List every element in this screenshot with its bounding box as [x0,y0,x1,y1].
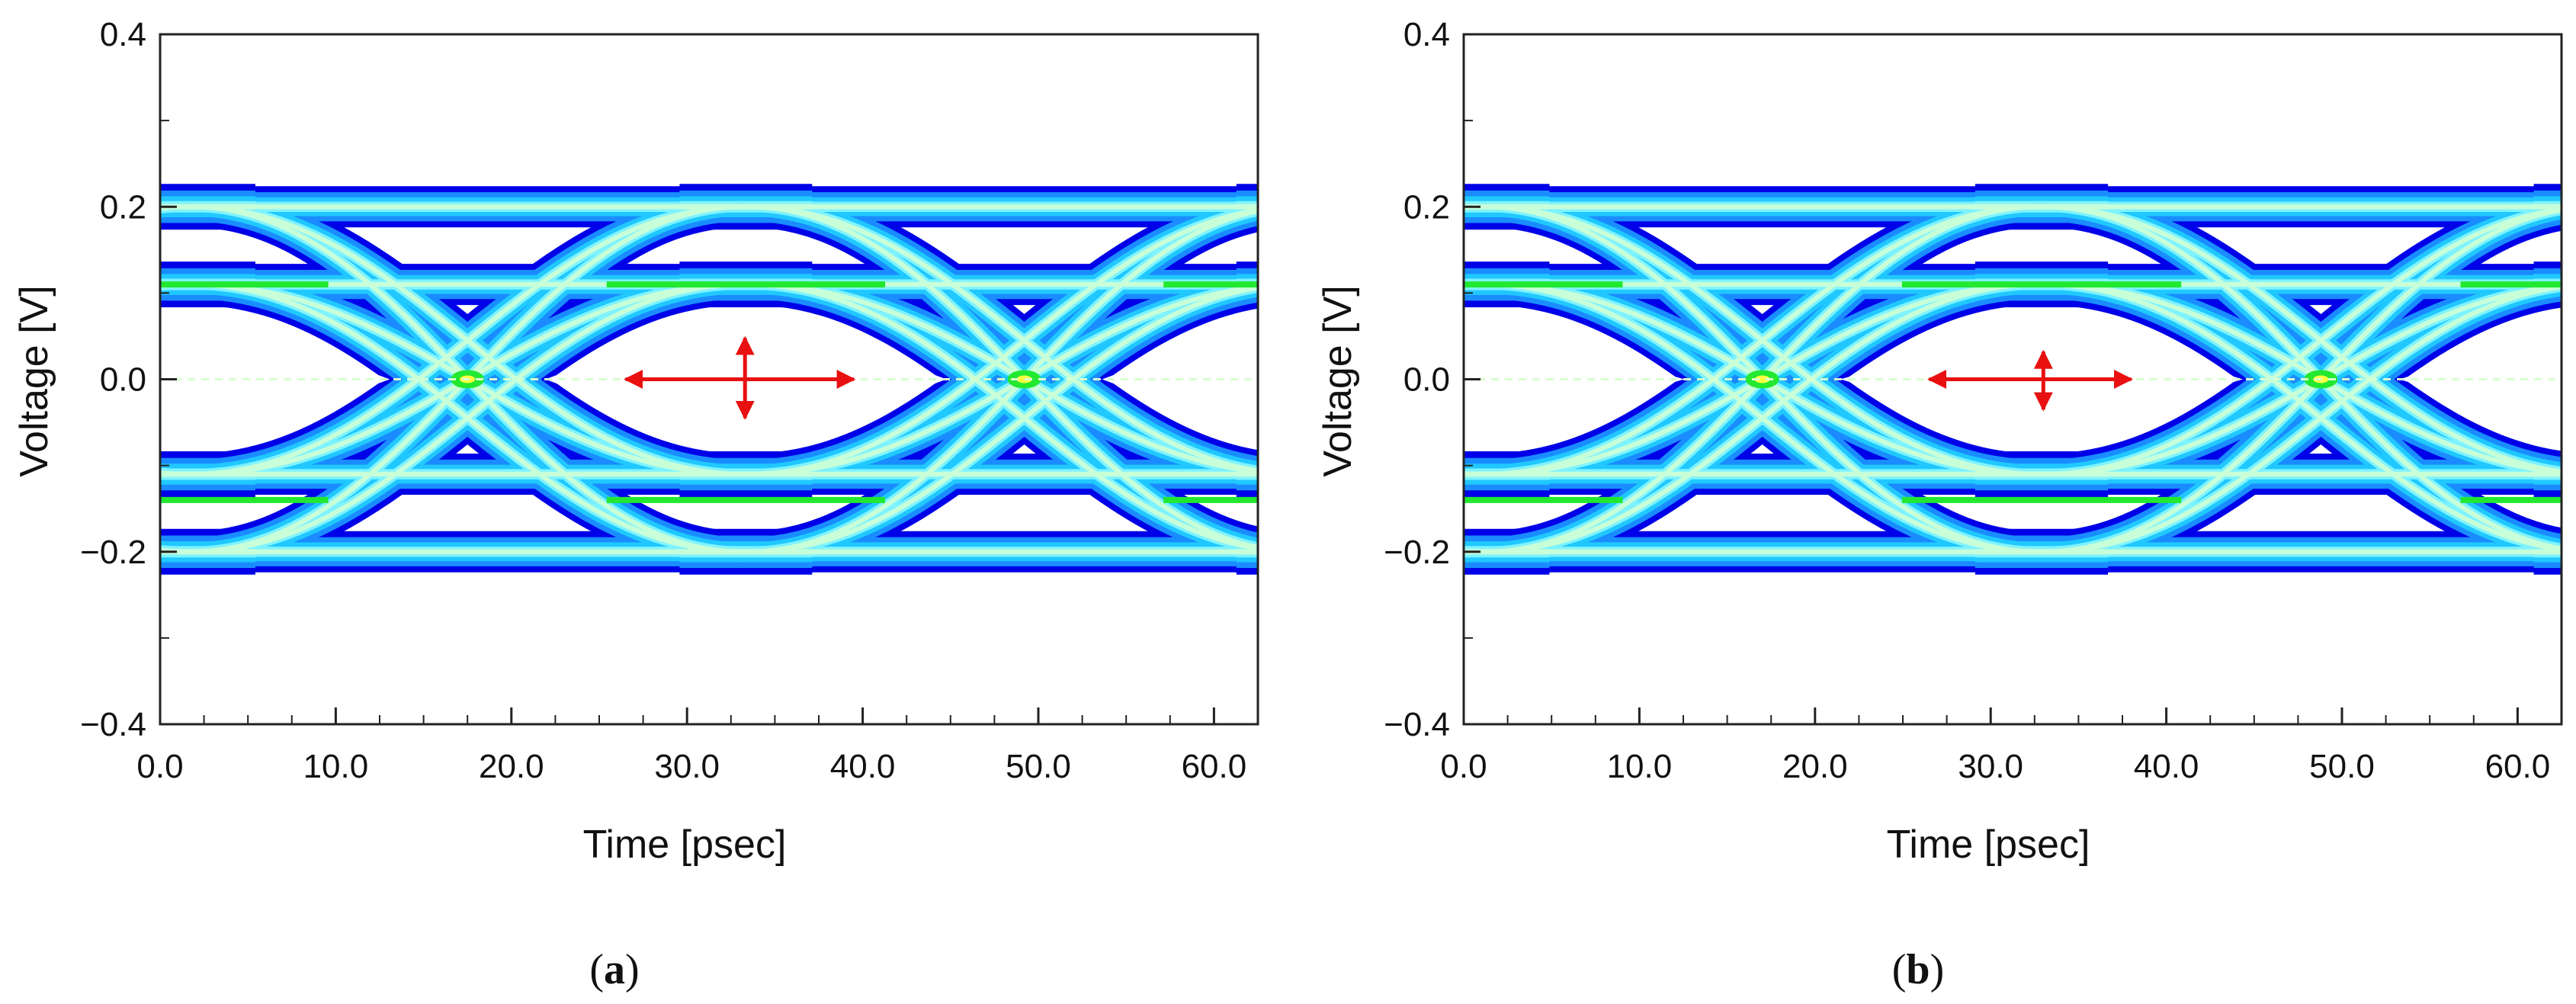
x-tick-label: 50.0 [1006,748,1071,785]
x-tick-label: 0.0 [1440,748,1487,785]
transition-band [191,204,743,477]
x-tick-label: 20.0 [1782,748,1848,785]
x-tick-label: 40.0 [2134,748,2199,785]
transition-band [749,207,1258,477]
x-tick-label: 0.0 [136,748,183,785]
y-tick-label: 0.4 [100,16,146,53]
y-tick-label: 0.2 [100,188,146,226]
x-axis-title: Time [psec] [1887,823,2090,867]
x-tick-label: 10.0 [303,748,369,785]
x-tick-label: 50.0 [2309,748,2375,785]
y-axis-title: Voltage [V] [1316,285,1360,477]
y-tick-label: 0.0 [1403,361,1450,399]
eye-pattern [1464,184,2562,575]
y-tick-label: 0.0 [100,361,146,399]
caption-b: (b) [1892,946,1944,993]
y-tick-label: −0.2 [1384,534,1450,571]
transition-band [1486,204,2039,477]
crossing-core [1754,375,1770,383]
y-axis-title: Voltage [V] [12,285,56,477]
x-tick-label: 40.0 [830,748,896,785]
eye-pattern [160,184,1258,575]
x-tick-label: 60.0 [1182,748,1247,785]
x-tick-label: 60.0 [2485,748,2551,785]
transition-band [749,281,1258,551]
transition-band [2044,281,2562,552]
x-tick-label: 30.0 [1958,748,2023,785]
caption-letter: a [604,946,625,993]
x-axis-title: Time [psec] [583,823,787,867]
x-tick-label: 10.0 [1607,748,1673,785]
x-tick-label: 30.0 [654,748,720,785]
eye-diagram-a: Time [psec] Voltage [V] (a) 0.0 10.0 20.0 3… [12,16,1259,993]
y-tick-label: −0.4 [80,706,146,743]
eye-diagram-b: Time [psec] Voltage [V] (b) 0.0 10.0 20.0 3… [1316,16,2563,993]
x-tick-label: 20.0 [479,748,544,785]
transition-band [1486,281,2039,554]
panel-b: Time [psec] Voltage [V] (b) 0.0 10.0 20.0 3… [1304,0,2576,1004]
caption-letter: b [1906,946,1930,993]
transition-band [191,281,743,554]
y-tick-label: −0.4 [1384,706,1450,743]
transition-band [2044,207,2562,477]
panel-a: Time [psec] Voltage [V] (a) 0.0 10.0 20.0 3… [12,16,1259,993]
y-tick-label: 0.2 [1403,188,1450,226]
y-tick-label: −0.2 [80,534,146,571]
caption-a: (a) [589,946,639,993]
crossing-core [1016,375,1032,383]
y-tick-label: 0.4 [1403,16,1450,53]
